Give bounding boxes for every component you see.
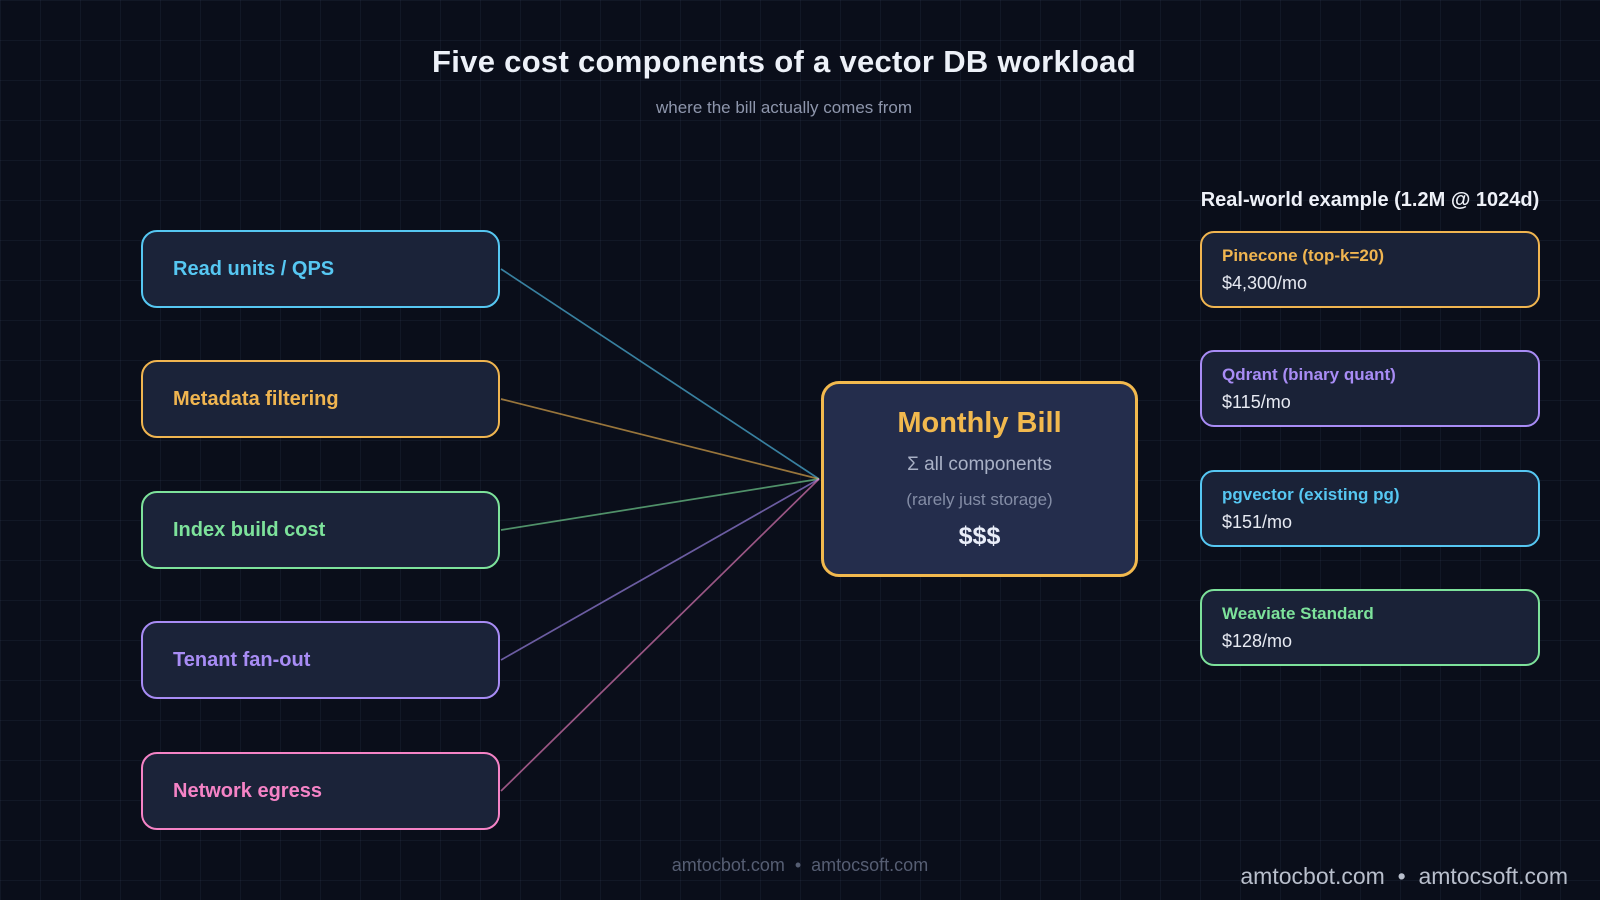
example-card-weaviate: Weaviate Standard $128/mo bbox=[1200, 589, 1540, 666]
component-box-metadata-filtering: Metadata filtering bbox=[141, 360, 500, 438]
page-title: Five cost components of a vector DB work… bbox=[432, 44, 1136, 79]
monthly-bill-box: Monthly Bill Σ all components (rarely ju… bbox=[821, 381, 1138, 577]
footer-watermark-center: amtocbot.com • amtocsoft.com bbox=[671, 855, 929, 875]
connector-index-build-line bbox=[500, 478, 820, 531]
component-box-tenant-fan-out: Tenant fan-out bbox=[141, 621, 500, 699]
example-card-qdrant: Qdrant (binary quant) $115/mo bbox=[1200, 350, 1540, 427]
connector-tenant-line bbox=[500, 478, 820, 661]
component-label-metadata-filtering: Metadata filtering bbox=[173, 387, 339, 410]
monthly-bill-title: Monthly Bill bbox=[897, 407, 1062, 439]
example-card-pinecone: Pinecone (top-k=20) $4,300/mo bbox=[1200, 231, 1540, 308]
example-price-pinecone: $4,300/mo bbox=[1222, 273, 1308, 293]
component-box-index-build-cost: Index build cost bbox=[141, 491, 500, 569]
page-subtitle: where the bill actually comes from bbox=[655, 98, 913, 117]
component-box-read-units: Read units / QPS bbox=[141, 230, 500, 308]
connector-egress-line bbox=[500, 478, 820, 792]
example-price-weaviate: $128/mo bbox=[1222, 631, 1293, 651]
monthly-bill-note: (rarely just storage) bbox=[906, 490, 1053, 509]
connector-read-units-line bbox=[500, 268, 820, 480]
example-name-pinecone: Pinecone (top-k=20) bbox=[1222, 246, 1385, 265]
example-price-pgvector: $151/mo bbox=[1222, 512, 1293, 532]
component-box-network-egress: Network egress bbox=[141, 752, 500, 830]
example-name-weaviate: Weaviate Standard bbox=[1222, 604, 1374, 623]
monthly-bill-sum-line: Σ all components bbox=[907, 454, 1052, 475]
monthly-bill-amount: $$$ bbox=[958, 522, 1001, 550]
example-price-qdrant: $115/mo bbox=[1222, 392, 1291, 412]
connector-metadata-line bbox=[500, 398, 820, 480]
component-label-tenant-fan-out: Tenant fan-out bbox=[173, 648, 311, 671]
example-card-pgvector: pgvector (existing pg) $151/mo bbox=[1200, 470, 1540, 547]
component-label-network-egress: Network egress bbox=[173, 779, 322, 802]
component-label-read-units: Read units / QPS bbox=[173, 257, 335, 280]
footer-watermark-right: amtocbot.com • amtocsoft.com bbox=[1240, 863, 1568, 889]
example-name-pgvector: pgvector (existing pg) bbox=[1222, 485, 1400, 504]
component-label-index-build-cost: Index build cost bbox=[173, 518, 326, 541]
example-name-qdrant: Qdrant (binary quant) bbox=[1222, 365, 1396, 384]
examples-header: Real-world example (1.2M @ 1024d) bbox=[1200, 189, 1540, 211]
